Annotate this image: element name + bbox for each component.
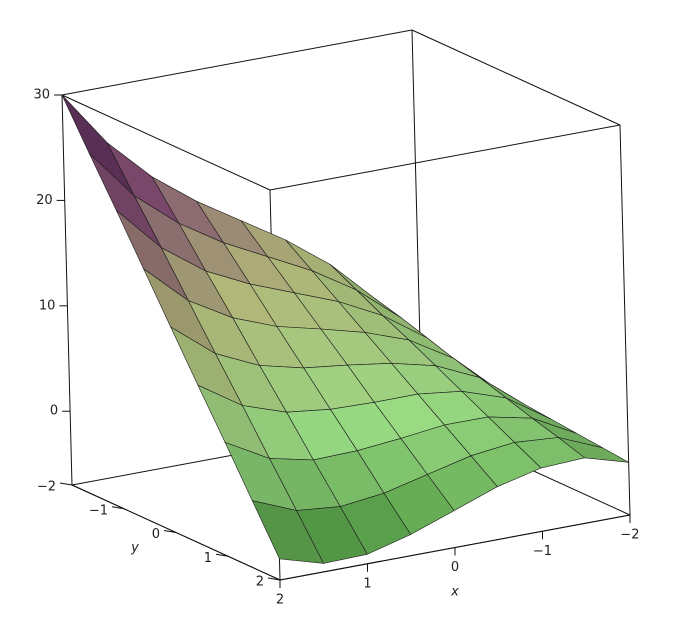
y-tick-label: 0 [152,527,160,542]
y-axis-label: y [130,541,139,556]
y-tick-label: −2 [37,480,56,495]
y-tick [111,506,125,510]
x-tick-label: −1 [533,544,552,559]
z-tick-label: 10 [39,298,56,313]
surface-patch [251,500,325,564]
z-tick-label: 0 [50,404,58,419]
box-edge [411,29,621,126]
y-tick [215,553,229,557]
box-edge [61,94,73,486]
box-edge [619,124,631,516]
box-edge [61,29,413,96]
x-axis-label: x [450,585,459,600]
surface-patch [61,94,135,196]
y-tick [267,577,281,581]
x-tick-label: −2 [620,528,639,543]
x-tick-label: 2 [276,593,284,608]
y-tick-label: 1 [204,551,212,566]
z-tick-label: 30 [33,88,50,103]
y-tick-label: −1 [89,503,108,518]
y-tick [59,482,73,486]
box-edge [61,94,271,191]
x-tick-label: 1 [363,576,371,591]
y-tick-label: 2 [256,575,264,590]
x-tick-label: 0 [451,560,459,575]
box-edge [269,124,621,191]
z-tick-label: 20 [36,193,53,208]
y-tick [163,530,177,533]
